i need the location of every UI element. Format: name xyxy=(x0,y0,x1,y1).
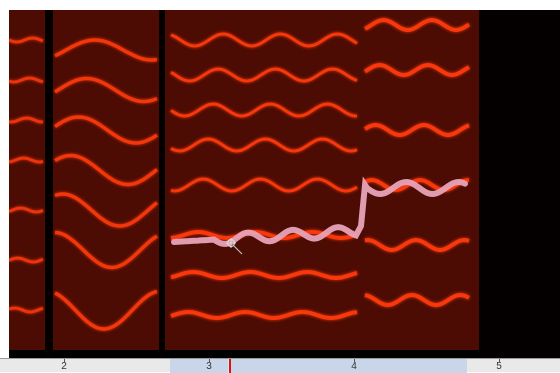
harmonic-band xyxy=(170,309,358,321)
noise-region xyxy=(9,10,45,350)
noise-bands xyxy=(9,10,560,358)
harmonic-band xyxy=(53,115,158,145)
tick-label-3: 3 xyxy=(206,361,212,372)
harmonic-band xyxy=(54,76,158,104)
harmonic-band xyxy=(9,76,44,84)
harmonic-band xyxy=(170,102,357,118)
harmonic-band xyxy=(170,32,358,48)
tick-label-2: 2 xyxy=(61,361,67,372)
harmonic-band xyxy=(170,137,358,153)
harmonic-band xyxy=(364,292,470,308)
selection-band-right xyxy=(231,359,467,373)
harmonic-band xyxy=(54,38,158,62)
harmonic-band xyxy=(364,237,470,253)
harmonic-band xyxy=(54,289,158,331)
noise-region xyxy=(471,10,479,350)
silence-gap xyxy=(159,10,165,358)
spectrogram-canvas[interactable] xyxy=(9,10,560,358)
harmonic-band xyxy=(9,116,44,124)
harmonic-band xyxy=(9,156,44,164)
harmonic-band xyxy=(9,306,44,314)
harmonic-band xyxy=(54,230,158,270)
harmonic-band xyxy=(364,17,471,33)
harmonic-band xyxy=(170,177,358,193)
tick xyxy=(64,359,65,362)
crosshair-cursor-icon xyxy=(226,238,243,255)
selection-band-left xyxy=(170,359,228,373)
tick xyxy=(499,359,500,362)
tick-label-5: 5 xyxy=(496,361,502,372)
harmonic-band xyxy=(9,36,44,44)
time-ruler[interactable]: 2 3 4 5 xyxy=(0,358,560,373)
tick-label-4: 4 xyxy=(351,361,357,372)
silence-gap xyxy=(479,10,560,358)
harmonic-band xyxy=(363,62,470,78)
harmonic-band xyxy=(54,153,159,187)
harmonic-band xyxy=(363,122,470,138)
pitch-contour[interactable] xyxy=(171,176,468,247)
harmonic-band xyxy=(54,192,159,228)
playhead-marker[interactable] xyxy=(229,359,231,373)
silence-gap xyxy=(45,10,53,358)
harmonic-band xyxy=(170,67,358,83)
tick xyxy=(209,359,210,362)
harmonic-band xyxy=(170,269,358,281)
harmonic-band xyxy=(364,177,470,193)
harmonic-band xyxy=(9,206,44,214)
tick xyxy=(354,359,355,362)
harmonic-band xyxy=(9,256,44,264)
